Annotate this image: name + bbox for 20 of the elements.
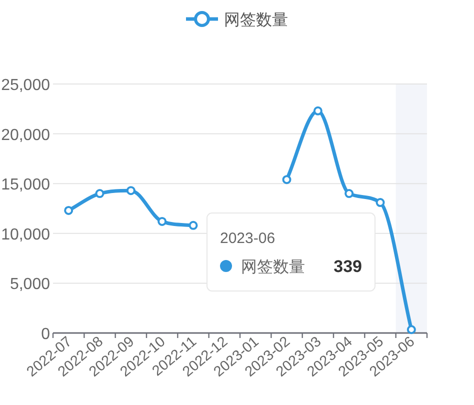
legend-label: 网签数量 [224, 12, 288, 29]
tooltip: 2023-06 网签数量 339 [206, 212, 376, 292]
point [64, 206, 74, 215]
y-tick-label: 20,000 [1, 126, 50, 144]
point [282, 175, 292, 184]
y-tick-label: 25,000 [1, 77, 50, 94]
y-tick-label: 10,000 [1, 226, 50, 244]
point [188, 220, 198, 230]
point [126, 186, 136, 196]
annotation: 2023-06 [220, 230, 276, 247]
point [406, 325, 416, 334]
point [313, 106, 322, 116]
point [158, 216, 167, 226]
annotation: 339 [334, 257, 362, 276]
point [376, 198, 385, 208]
annotation: 网签数量 [241, 259, 305, 276]
point [344, 189, 354, 198]
y-tick-label: 5,000 [10, 276, 50, 294]
y-tick-label: 15,000 [1, 176, 50, 194]
point [95, 189, 104, 198]
